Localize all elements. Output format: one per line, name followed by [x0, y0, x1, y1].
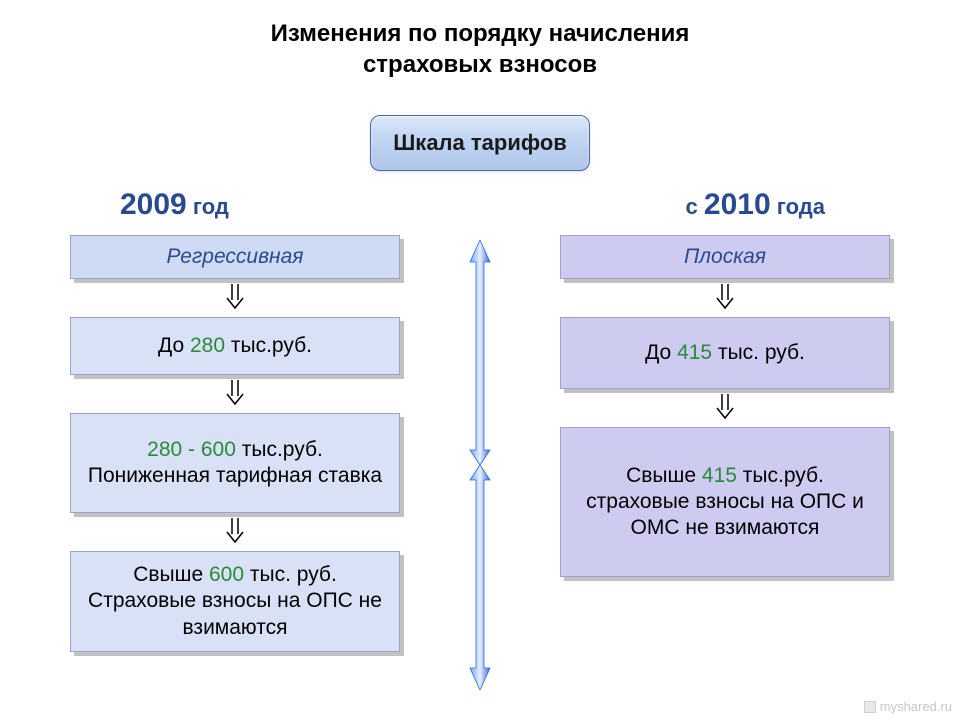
center-divider-icon — [463, 240, 497, 690]
node-left-1-text: До 280 тыс.руб. — [158, 333, 312, 359]
column-2010: Плоская До 415 тыс. руб. Свыше 415 тыс.р… — [560, 235, 890, 577]
arrow-down-icon — [713, 282, 737, 310]
arrow-down-icon — [223, 378, 247, 406]
column-2009: Регрессивная До 280 тыс.руб. 280 - 600 т… — [70, 235, 400, 652]
watermark: myshared.ru — [864, 699, 952, 714]
tariff-scale-box: Шкала тарифов — [370, 115, 590, 171]
year-2010-label: с 2010 года — [686, 188, 825, 222]
year-2009-small: год — [187, 194, 229, 219]
node-flat-label: Плоская — [684, 244, 766, 270]
tariff-scale-label: Шкала тарифов — [393, 130, 567, 156]
title-line-2: страховых взносов — [363, 51, 597, 78]
node-right-2: Свыше 415 тыс.руб. страховые взносы на О… — [560, 427, 890, 577]
node-right-1: До 415 тыс. руб. — [560, 317, 890, 389]
node-left-1: До 280 тыс.руб. — [70, 317, 400, 375]
node-left-3: Свыше 600 тыс. руб. Страховые взносы на … — [70, 551, 400, 652]
watermark-text: myshared.ru — [880, 699, 952, 714]
node-left-2-text: 280 - 600 тыс.руб. Пониженная тарифная с… — [85, 437, 385, 490]
year-2010-small: года — [771, 194, 825, 219]
page-title: Изменения по порядку начисления страховы… — [0, 0, 960, 80]
arrow-down-icon — [713, 392, 737, 420]
node-flat: Плоская — [560, 235, 890, 279]
year-2010-big: 2010 — [704, 188, 771, 221]
node-right-2-text: Свыше 415 тыс.руб. страховые взносы на О… — [575, 463, 875, 542]
year-2009-label: 2009 год — [120, 188, 229, 222]
arrow-down-icon — [223, 282, 247, 310]
node-left-2: 280 - 600 тыс.руб. Пониженная тарифная с… — [70, 413, 400, 513]
node-left-3-text: Свыше 600 тыс. руб. Страховые взносы на … — [85, 562, 385, 641]
node-regressive-label: Регрессивная — [166, 244, 303, 270]
watermark-square-icon — [864, 701, 876, 713]
year-2010-prefix: с — [686, 194, 704, 219]
node-right-1-text: До 415 тыс. руб. — [645, 340, 805, 366]
node-regressive: Регрессивная — [70, 235, 400, 279]
year-2009-big: 2009 — [120, 188, 187, 221]
arrow-down-icon — [223, 516, 247, 544]
title-line-1: Изменения по порядку начисления — [271, 20, 690, 47]
